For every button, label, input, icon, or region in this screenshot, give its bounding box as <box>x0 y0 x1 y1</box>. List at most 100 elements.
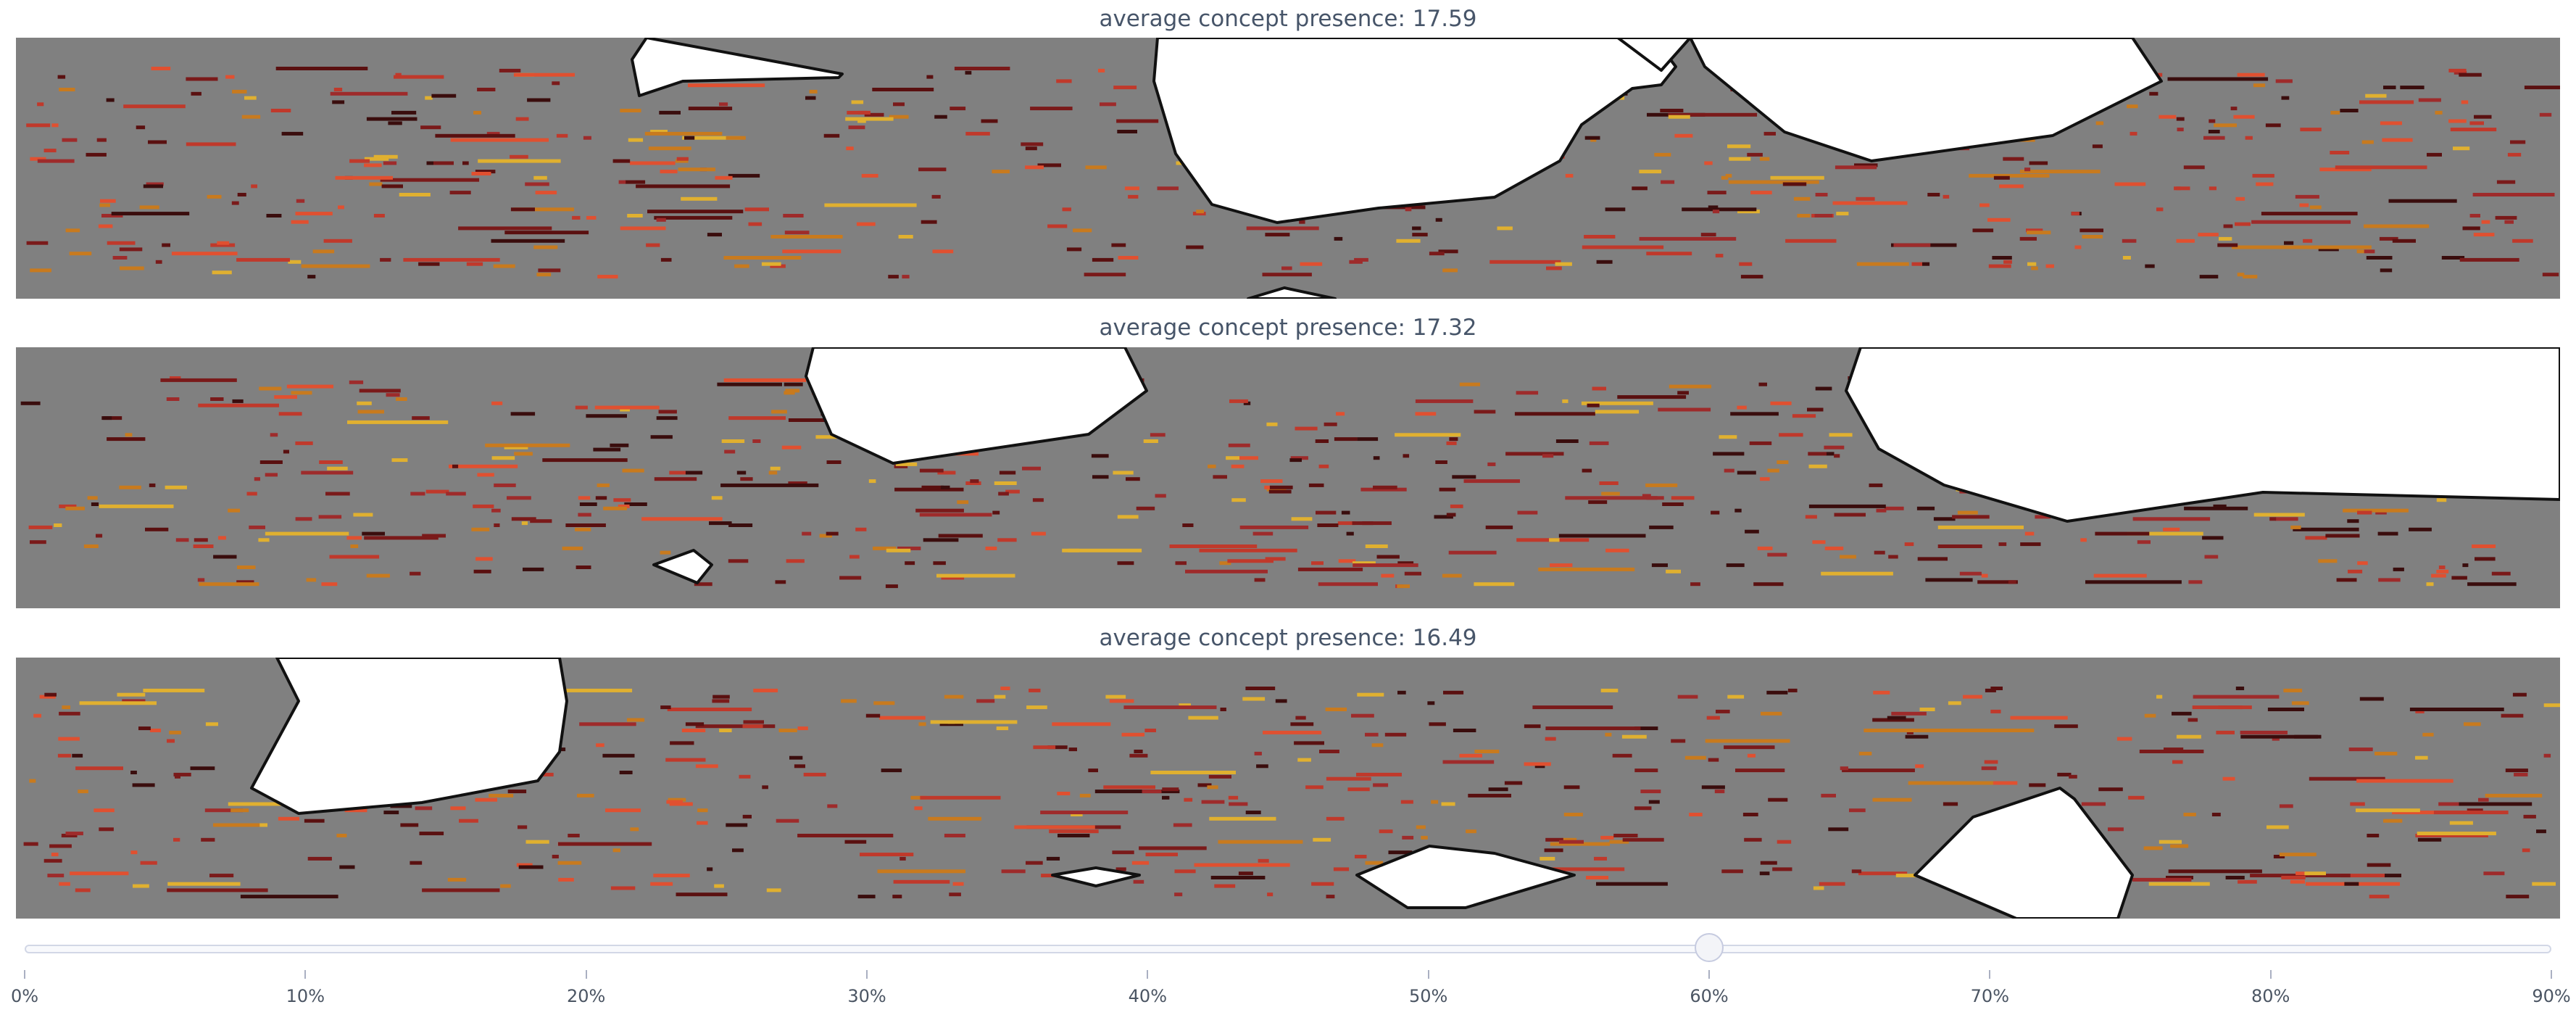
note-mark <box>1725 173 1732 178</box>
note-mark <box>2431 573 2446 578</box>
note-mark <box>1262 273 1312 277</box>
note-mark <box>873 701 895 705</box>
note-mark <box>1001 869 1026 874</box>
note-mark <box>936 573 1015 578</box>
note-mark <box>841 699 857 703</box>
note-mark <box>1443 690 1464 695</box>
note-mark <box>695 764 718 768</box>
note-mark <box>681 196 718 201</box>
note-mark <box>784 391 795 395</box>
note-mark <box>1438 249 1458 254</box>
note-mark <box>198 403 279 407</box>
note-mark <box>1981 766 1997 771</box>
note-mark <box>1231 464 1245 468</box>
note-mark <box>1917 557 1948 561</box>
note-mark <box>2435 110 2443 115</box>
note-mark <box>491 456 515 460</box>
note-mark <box>291 220 309 224</box>
note-mark <box>2453 146 2470 151</box>
note-mark <box>1103 785 1155 790</box>
note-mark <box>952 882 964 886</box>
note-mark <box>170 376 181 380</box>
note-mark <box>797 834 894 837</box>
note-mark <box>586 414 627 418</box>
note-mark <box>1196 210 1204 214</box>
note-mark <box>709 521 732 526</box>
note-mark <box>668 798 686 802</box>
note-mark <box>660 170 678 174</box>
note-mark <box>1849 808 1866 813</box>
note-mark <box>2309 776 2385 781</box>
note-mark <box>1033 745 1056 750</box>
note-mark <box>295 517 312 521</box>
note-mark <box>270 109 291 112</box>
note-mark <box>2222 776 2235 781</box>
note-mark <box>647 210 744 214</box>
note-mark <box>1726 563 1745 568</box>
note-mark <box>1208 464 1216 468</box>
note-mark <box>1544 848 1563 853</box>
slider-tick <box>2269 970 2272 979</box>
note-mark <box>210 397 224 401</box>
note-mark <box>1218 840 1303 844</box>
note-mark <box>1532 705 1613 710</box>
note-mark <box>1488 787 1508 792</box>
note-mark <box>1117 130 1137 133</box>
note-mark <box>910 795 927 800</box>
note-mark <box>1269 485 1293 489</box>
note-mark <box>2192 705 2252 710</box>
note-mark <box>1113 86 1137 90</box>
threshold-slider-track[interactable] <box>25 945 2551 953</box>
note-mark <box>44 692 57 697</box>
note-mark <box>1100 102 1116 107</box>
note-mark <box>1326 895 1335 899</box>
note-mark <box>1792 414 1816 418</box>
note-mark <box>620 407 630 412</box>
note-mark <box>739 774 751 779</box>
note-mark <box>1201 800 1225 804</box>
note-mark <box>1840 766 1848 771</box>
note-mark <box>728 173 760 178</box>
note-mark <box>625 180 646 184</box>
note-mark <box>1373 783 1389 787</box>
note-mark <box>579 502 597 506</box>
note-mark <box>844 840 867 844</box>
note-mark <box>1596 882 1668 886</box>
note-mark <box>1121 732 1144 737</box>
note-mark <box>133 884 149 888</box>
note-mark <box>1258 858 1269 863</box>
note-mark <box>507 790 527 794</box>
note-mark <box>213 555 237 559</box>
note-mark <box>65 506 85 510</box>
note-mark <box>1452 475 1476 479</box>
note-mark <box>1022 466 1041 471</box>
note-mark <box>1821 571 1893 576</box>
note-mark <box>1092 257 1114 262</box>
note-mark <box>2149 91 2159 96</box>
note-mark <box>175 538 189 542</box>
note-mark <box>1750 191 1772 195</box>
note-mark <box>1742 813 1758 816</box>
note-mark <box>473 110 481 115</box>
note-mark <box>2213 504 2227 508</box>
note-mark <box>1182 523 1194 527</box>
note-mark <box>1559 840 1584 844</box>
note-mark <box>2433 811 2509 815</box>
note-mark <box>1758 382 1767 386</box>
threshold-slider-handle[interactable] <box>1695 933 1724 962</box>
note-mark <box>2510 140 2526 144</box>
note-mark <box>2293 245 2372 249</box>
note-mark <box>323 239 352 243</box>
note-mark <box>597 483 610 487</box>
note-mark <box>2082 235 2103 239</box>
note-mark <box>304 819 325 823</box>
note-mark <box>107 437 146 442</box>
note-mark <box>236 257 290 262</box>
note-mark <box>2172 711 2192 716</box>
note-mark <box>167 739 175 743</box>
note-mark <box>119 247 143 252</box>
note-mark <box>1639 236 1737 241</box>
note-mark <box>1336 412 1345 416</box>
note-mark <box>847 110 871 115</box>
note-mark <box>965 70 972 75</box>
